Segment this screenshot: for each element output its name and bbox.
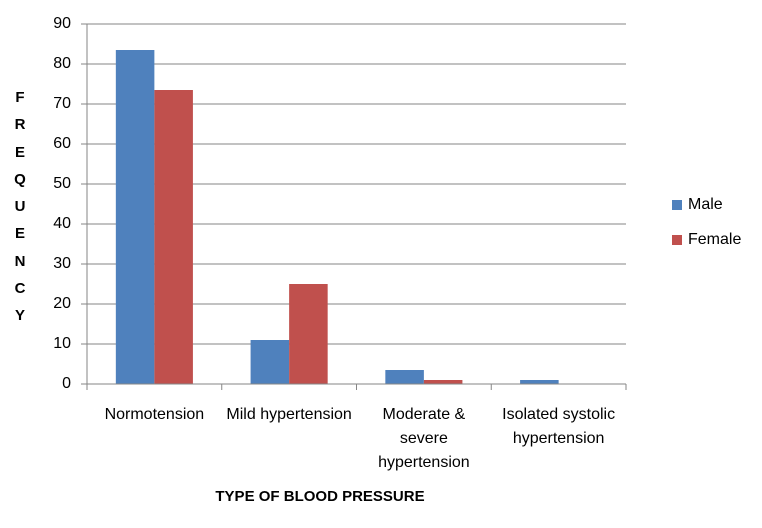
bar bbox=[520, 380, 559, 384]
x-axis-label: TYPE OF BLOOD PRESSURE bbox=[215, 488, 425, 505]
bar bbox=[154, 90, 193, 384]
y-tick-label: 40 bbox=[53, 215, 71, 232]
legend-label: Female bbox=[688, 231, 741, 248]
y-tick-label: 10 bbox=[53, 335, 71, 352]
y-tick-label: 30 bbox=[53, 255, 71, 272]
bar bbox=[115, 50, 155, 384]
x-tick-label: Normotension bbox=[104, 406, 205, 423]
bar bbox=[289, 284, 328, 384]
legend-swatch bbox=[672, 235, 682, 245]
y-tick-label: 60 bbox=[53, 135, 71, 152]
y-tick-label: 70 bbox=[53, 95, 71, 112]
x-tick-label: Mild hypertension bbox=[226, 406, 352, 423]
y-tick-label: 50 bbox=[53, 175, 71, 192]
y-axis-label: FREQUENCY bbox=[14, 89, 26, 325]
y-tick-label: 90 bbox=[53, 15, 71, 32]
bar bbox=[250, 340, 290, 384]
legend-swatch bbox=[672, 200, 682, 210]
y-tick-label: 0 bbox=[62, 375, 71, 392]
bar bbox=[385, 370, 424, 384]
y-tick-label: 80 bbox=[53, 55, 71, 72]
x-tick-label: Isolated systolic hypertension bbox=[502, 406, 616, 447]
legend-label: Male bbox=[688, 196, 723, 213]
y-tick-label: 20 bbox=[53, 295, 71, 312]
x-tick-label: Moderate & severe hypertension bbox=[378, 406, 470, 471]
bar bbox=[423, 380, 463, 384]
